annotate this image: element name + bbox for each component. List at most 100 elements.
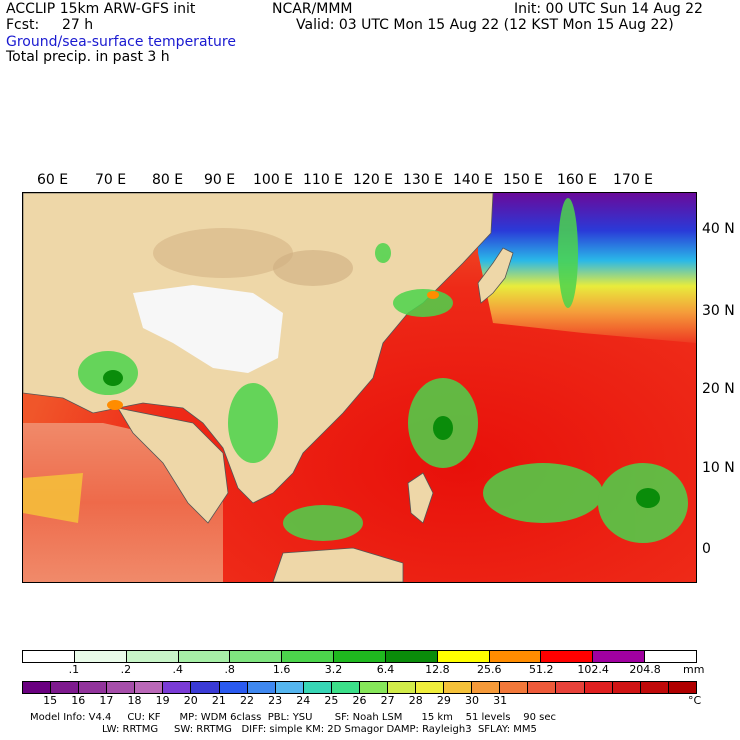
- precip-tick: 51.2: [528, 663, 554, 676]
- mountain-shading: [273, 250, 353, 286]
- temperature-swatch: [668, 682, 696, 693]
- lat-label: 40 N: [702, 221, 735, 237]
- temperature-tick: 30: [465, 694, 479, 707]
- lon-label: 120 E: [353, 172, 394, 188]
- precip-tick: .4: [172, 663, 184, 676]
- map-canvas: [22, 192, 696, 583]
- precip-swatch: [23, 651, 75, 662]
- temperature-tick: 22: [240, 694, 254, 707]
- precip-colorbar: [22, 650, 697, 663]
- temperature-swatch: [331, 682, 360, 693]
- precip-swatch: [645, 651, 696, 662]
- temperature-tick: 18: [127, 694, 142, 707]
- temperature-swatch: [163, 682, 192, 693]
- precip-tick: 12.8: [425, 663, 450, 676]
- precip-tick: .1: [68, 663, 80, 676]
- temperature-tick: 21: [211, 694, 226, 707]
- weather-map: [22, 192, 697, 583]
- temperature-swatch: [359, 682, 389, 693]
- temperature-tick: 16: [71, 694, 86, 707]
- precip-tick: .2: [120, 663, 132, 676]
- precip-tick: 1.6: [272, 663, 291, 676]
- temperature-swatch: [528, 682, 557, 693]
- precip-swatch: [178, 651, 231, 662]
- temperature-tick: 27: [380, 694, 395, 707]
- temperature-tick: 28: [408, 694, 423, 707]
- temperature-swatch: [444, 682, 473, 693]
- fcst-value: 27 h: [62, 17, 94, 33]
- temperature-tick: 29: [436, 694, 451, 707]
- temperature-swatch: [275, 682, 304, 693]
- lon-label: 70 E: [95, 172, 127, 188]
- field-title-sst: Ground/sea-surface temperature: [6, 34, 236, 50]
- lon-label: 160 E: [557, 172, 598, 188]
- lat-label: 30 N: [702, 303, 735, 319]
- japan-landmass: [477, 247, 514, 304]
- temperature-swatch: [612, 682, 641, 693]
- fcst-label: Fcst:: [6, 17, 40, 33]
- model-info-line1: Model Info: V4.4 CU: KF MP: WDM 6class P…: [30, 712, 556, 723]
- temperature-tick: 20: [183, 694, 198, 707]
- precip-unit: mm: [683, 663, 705, 676]
- lon-label: 90 E: [204, 172, 236, 188]
- lon-label: 100 E: [253, 172, 294, 188]
- field-title-precip: Total precip. in past 3 h: [6, 49, 170, 65]
- precip-swatch: [541, 651, 594, 662]
- arabian-sea-warm-patch: [23, 473, 83, 523]
- temperature-tick: 19: [155, 694, 170, 707]
- temperature-swatch: [584, 682, 613, 693]
- precip-swatch: [593, 651, 646, 662]
- temperature-swatch: [500, 682, 529, 693]
- lon-label: 130 E: [403, 172, 444, 188]
- precip-tick: .8: [224, 663, 235, 676]
- temperature-swatch: [79, 682, 108, 693]
- temperature-tick: 25: [324, 694, 339, 707]
- precip-swatch: [437, 651, 490, 662]
- temperature-tick: 26: [352, 694, 367, 707]
- temperature-tick: 23: [268, 694, 283, 707]
- lat-label: 20 N: [702, 381, 735, 397]
- model-title: ACCLIP 15km ARW-GFS init: [6, 1, 196, 17]
- precip-tick: 204.8: [629, 663, 661, 676]
- precip-swatch: [334, 651, 386, 662]
- temperature-swatch: [556, 682, 585, 693]
- lat-label: 0: [702, 541, 711, 557]
- temperature-swatch: [640, 682, 669, 693]
- philippines-landmass: [407, 472, 434, 524]
- lon-label: 80 E: [152, 172, 184, 188]
- north-pacific-sst: [478, 193, 696, 343]
- heavy-precip: [103, 370, 660, 508]
- temperature-tick: 24: [296, 694, 311, 707]
- center-label: NCAR/MMM: [272, 1, 353, 17]
- mountain-shading: [153, 228, 293, 278]
- temperature-swatch: [219, 682, 248, 693]
- temperature-swatch: [135, 682, 164, 693]
- lon-label: 150 E: [503, 172, 544, 188]
- precip-tick: 102.4: [577, 663, 609, 676]
- lon-label: 60 E: [37, 172, 69, 188]
- india-landmass: [117, 407, 229, 524]
- temperature-swatch: [107, 682, 136, 693]
- precip-swatch: [282, 651, 335, 662]
- temperature-tick: 17: [99, 694, 114, 707]
- lon-label: 140 E: [453, 172, 494, 188]
- precip-swatch: [126, 651, 179, 662]
- precip-tick: 3.2: [324, 663, 343, 676]
- precip-tick: 25.6: [477, 663, 502, 676]
- indonesia-landmass: [272, 547, 404, 583]
- lon-label: 170 E: [613, 172, 654, 188]
- temperature-swatch: [388, 682, 417, 693]
- tibetan-plateau: [133, 285, 283, 373]
- precip-swatch: [230, 651, 283, 662]
- precip-swatch: [489, 651, 542, 662]
- init-time: Init: 00 UTC Sun 14 Aug 22: [514, 1, 703, 17]
- temperature-colorbar: [22, 681, 697, 694]
- precip-swatch: [74, 651, 127, 662]
- precip-swatch: [385, 651, 438, 662]
- temperature-swatch: [23, 682, 52, 693]
- precip-tick: 6.4: [376, 663, 395, 676]
- valid-time: Valid: 03 UTC Mon 15 Aug 22 (12 KST Mon …: [296, 17, 674, 33]
- temperature-swatch: [247, 682, 276, 693]
- temperature-swatch: [472, 682, 501, 693]
- temperature-swatch: [191, 682, 220, 693]
